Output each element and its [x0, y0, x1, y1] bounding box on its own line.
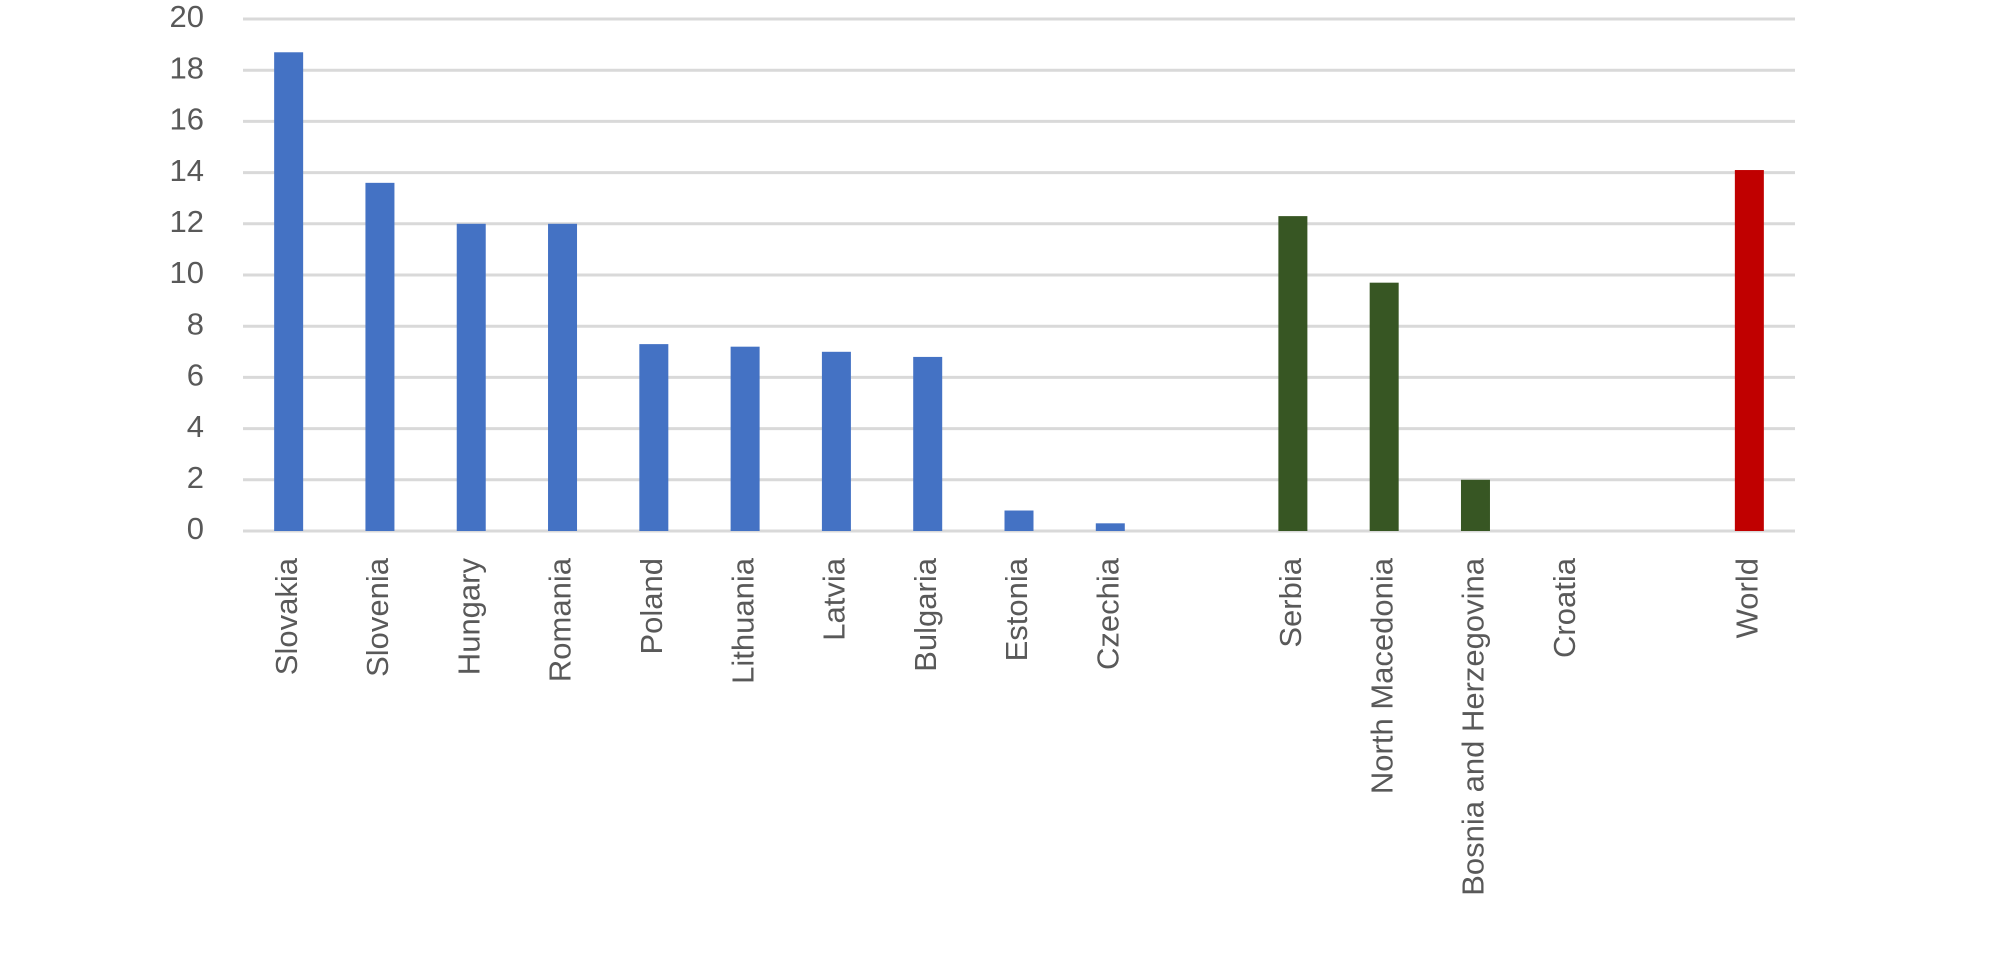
x-tick-label: Latvia: [817, 557, 852, 640]
bar: [1095, 523, 1125, 531]
y-tick-label: 4: [187, 409, 204, 444]
y-tick-label: 0: [187, 511, 204, 546]
y-tick-label: 8: [187, 306, 204, 341]
x-tick-label: Bulgaria: [908, 557, 943, 671]
bar: [821, 351, 851, 531]
bar: [913, 356, 943, 531]
bar: [730, 346, 760, 531]
bar: [456, 223, 486, 532]
x-tick-label: World: [1730, 558, 1765, 638]
x-tick-label: Poland: [634, 558, 669, 655]
x-tick-label: Slovenia: [360, 557, 395, 677]
x-tick-label: Croatia: [1547, 557, 1582, 658]
bar: [1278, 216, 1308, 531]
x-tick-label: Czechia: [1090, 557, 1125, 670]
x-tick-label: Bosnia and Herzegovina: [1456, 557, 1491, 896]
bar: [1460, 479, 1490, 531]
x-tick-label: Romania: [543, 557, 578, 682]
x-tick-label: Lithuania: [725, 557, 760, 684]
bar: [1004, 510, 1034, 531]
x-tick-label: Serbia: [1273, 557, 1308, 647]
bar: [639, 344, 669, 531]
y-tick-label: 6: [187, 358, 204, 393]
y-tick-label: 10: [170, 255, 204, 290]
x-tick-label: Estonia: [999, 557, 1034, 661]
x-tick-label: North Macedonia: [1364, 557, 1399, 794]
y-tick-label: 16: [170, 102, 204, 137]
y-tick-label: 12: [170, 204, 204, 239]
x-tick-label: Hungary: [451, 558, 486, 676]
bar: [365, 182, 395, 531]
y-tick-label: 20: [170, 0, 204, 34]
bar: [1734, 170, 1764, 532]
bar: [1369, 282, 1399, 531]
x-tick-label: Slovakia: [269, 557, 304, 675]
bar: [274, 52, 304, 531]
y-tick-label: 14: [170, 153, 204, 188]
y-tick-label: 2: [187, 460, 204, 495]
y-tick-label: 18: [170, 50, 204, 85]
bar: [548, 223, 578, 532]
